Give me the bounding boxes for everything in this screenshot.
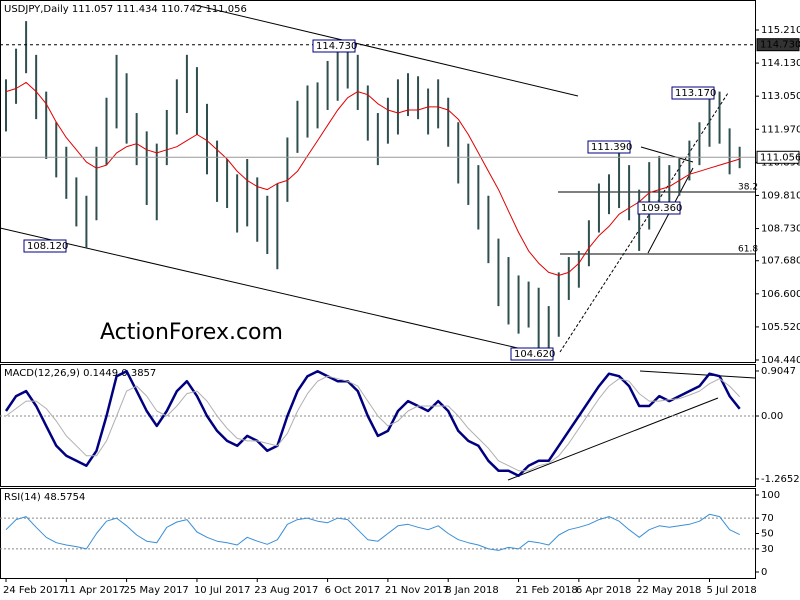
annotation-box [312, 39, 356, 53]
annotation-box [637, 201, 681, 215]
x-tick-label: 6 Apr 2018 [576, 585, 631, 596]
series-line [5, 375, 741, 472]
channel-bottom [0, 227, 536, 353]
x-tick-label: 21 Feb 2018 [516, 585, 578, 596]
y-tick-label: 115.210 [761, 25, 800, 36]
x-tick-label: 10 Jul 2017 [194, 585, 251, 596]
channel-top [194, 4, 579, 97]
y-tick-label: 70 [761, 513, 774, 524]
y-tick-label: 114.130 [761, 58, 800, 69]
y-tick-label: 50 [761, 529, 774, 540]
annotation: 104.620 [514, 349, 555, 360]
macd-trend [639, 370, 756, 379]
x-tick-label: 22 May 2018 [636, 585, 701, 596]
y-tick-label: 0.9047 [761, 366, 796, 377]
x-tick-label: 8 Jan 2018 [445, 585, 499, 596]
y-tick-label: 107.680 [761, 256, 800, 267]
y-tick-label: 111.970 [761, 124, 800, 135]
price-tag-label: 114.730 [760, 40, 800, 51]
x-tick-label: 5 Jul 2018 [707, 585, 757, 596]
y-tick-label: 113.050 [761, 91, 800, 102]
y-tick-label: 108.730 [761, 224, 800, 235]
panel-frame [0, 364, 756, 487]
annotation-box [23, 239, 67, 253]
panel-frame [0, 0, 756, 363]
x-tick-label: 21 Nov 2017 [385, 585, 449, 596]
fib-label: 61.8 [738, 245, 758, 255]
y-tick-label: 106.600 [761, 289, 800, 300]
panel-title: MACD(12,26,9) 0.1449 0.3857 [4, 368, 156, 379]
series-line [4, 369, 741, 477]
x-tick-label: 23 Aug 2017 [254, 585, 318, 596]
watermark: ActionForex.com [100, 320, 283, 345]
annotation: 109.360 [641, 203, 682, 214]
annotation: 114.730 [316, 41, 357, 52]
x-tick-label: 24 Feb 2017 [3, 585, 65, 596]
y-tick-label: 0 [761, 567, 767, 578]
annotation-box [510, 347, 554, 361]
series-line [5, 513, 740, 551]
triangle-top [640, 146, 694, 163]
panel-title: USDJPY,Daily 111.057 111.434 110.742 111… [4, 4, 247, 15]
annotation: 108.120 [27, 241, 68, 252]
panel-title: RSI(14) 48.5754 [4, 492, 85, 503]
macd-trend [507, 397, 719, 481]
annotation: 113.170 [675, 88, 716, 99]
fib-label: 38.2 [738, 183, 758, 193]
y-tick-label: 109.810 [761, 190, 800, 201]
y-tick-label: 30 [761, 544, 774, 555]
x-tick-label: 11 Apr 2017 [63, 585, 125, 596]
x-tick-label: 6 Oct 2017 [325, 585, 380, 596]
series-line [5, 81, 740, 276]
y-tick-label: 0.00 [761, 411, 783, 422]
price-tag [756, 38, 800, 52]
price-tag [756, 150, 800, 164]
price-tag-label: 111.056 [760, 152, 800, 163]
annotation-box [671, 86, 715, 100]
annotation-box [587, 140, 631, 154]
y-tick-label: 100 [761, 490, 780, 501]
annotation: 111.390 [591, 142, 632, 153]
x-tick-label: 25 May 2017 [124, 585, 189, 596]
y-tick-label: -1.2652 [761, 474, 800, 485]
y-tick-label: 104.440 [761, 355, 800, 366]
y-tick-label: 105.520 [761, 322, 800, 333]
